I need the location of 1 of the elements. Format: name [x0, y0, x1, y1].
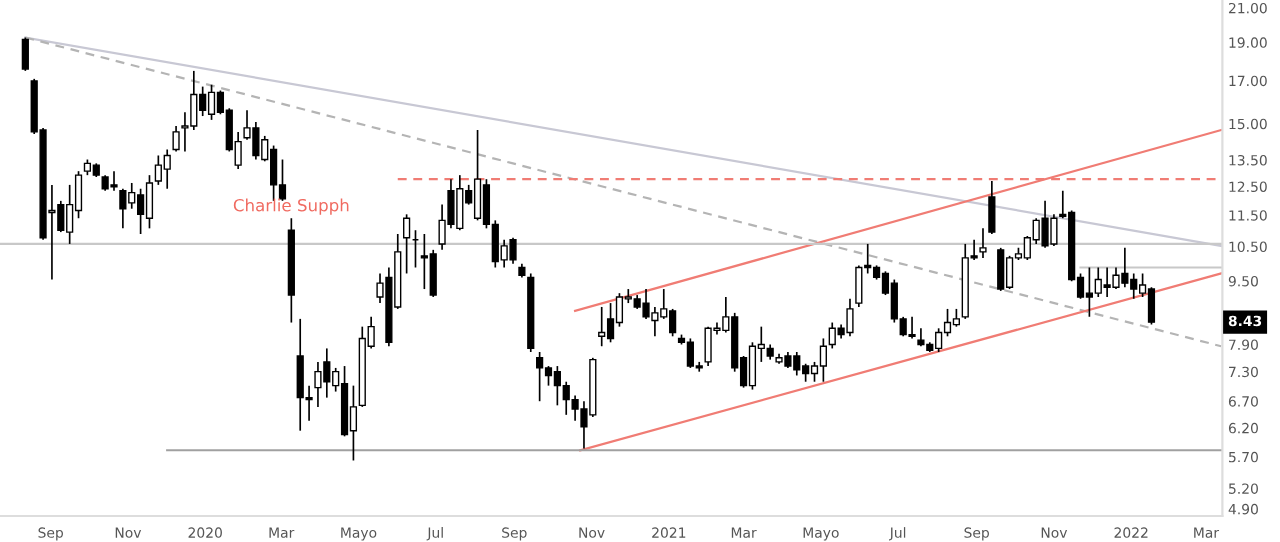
annotation: Charlie Supph [233, 198, 349, 215]
